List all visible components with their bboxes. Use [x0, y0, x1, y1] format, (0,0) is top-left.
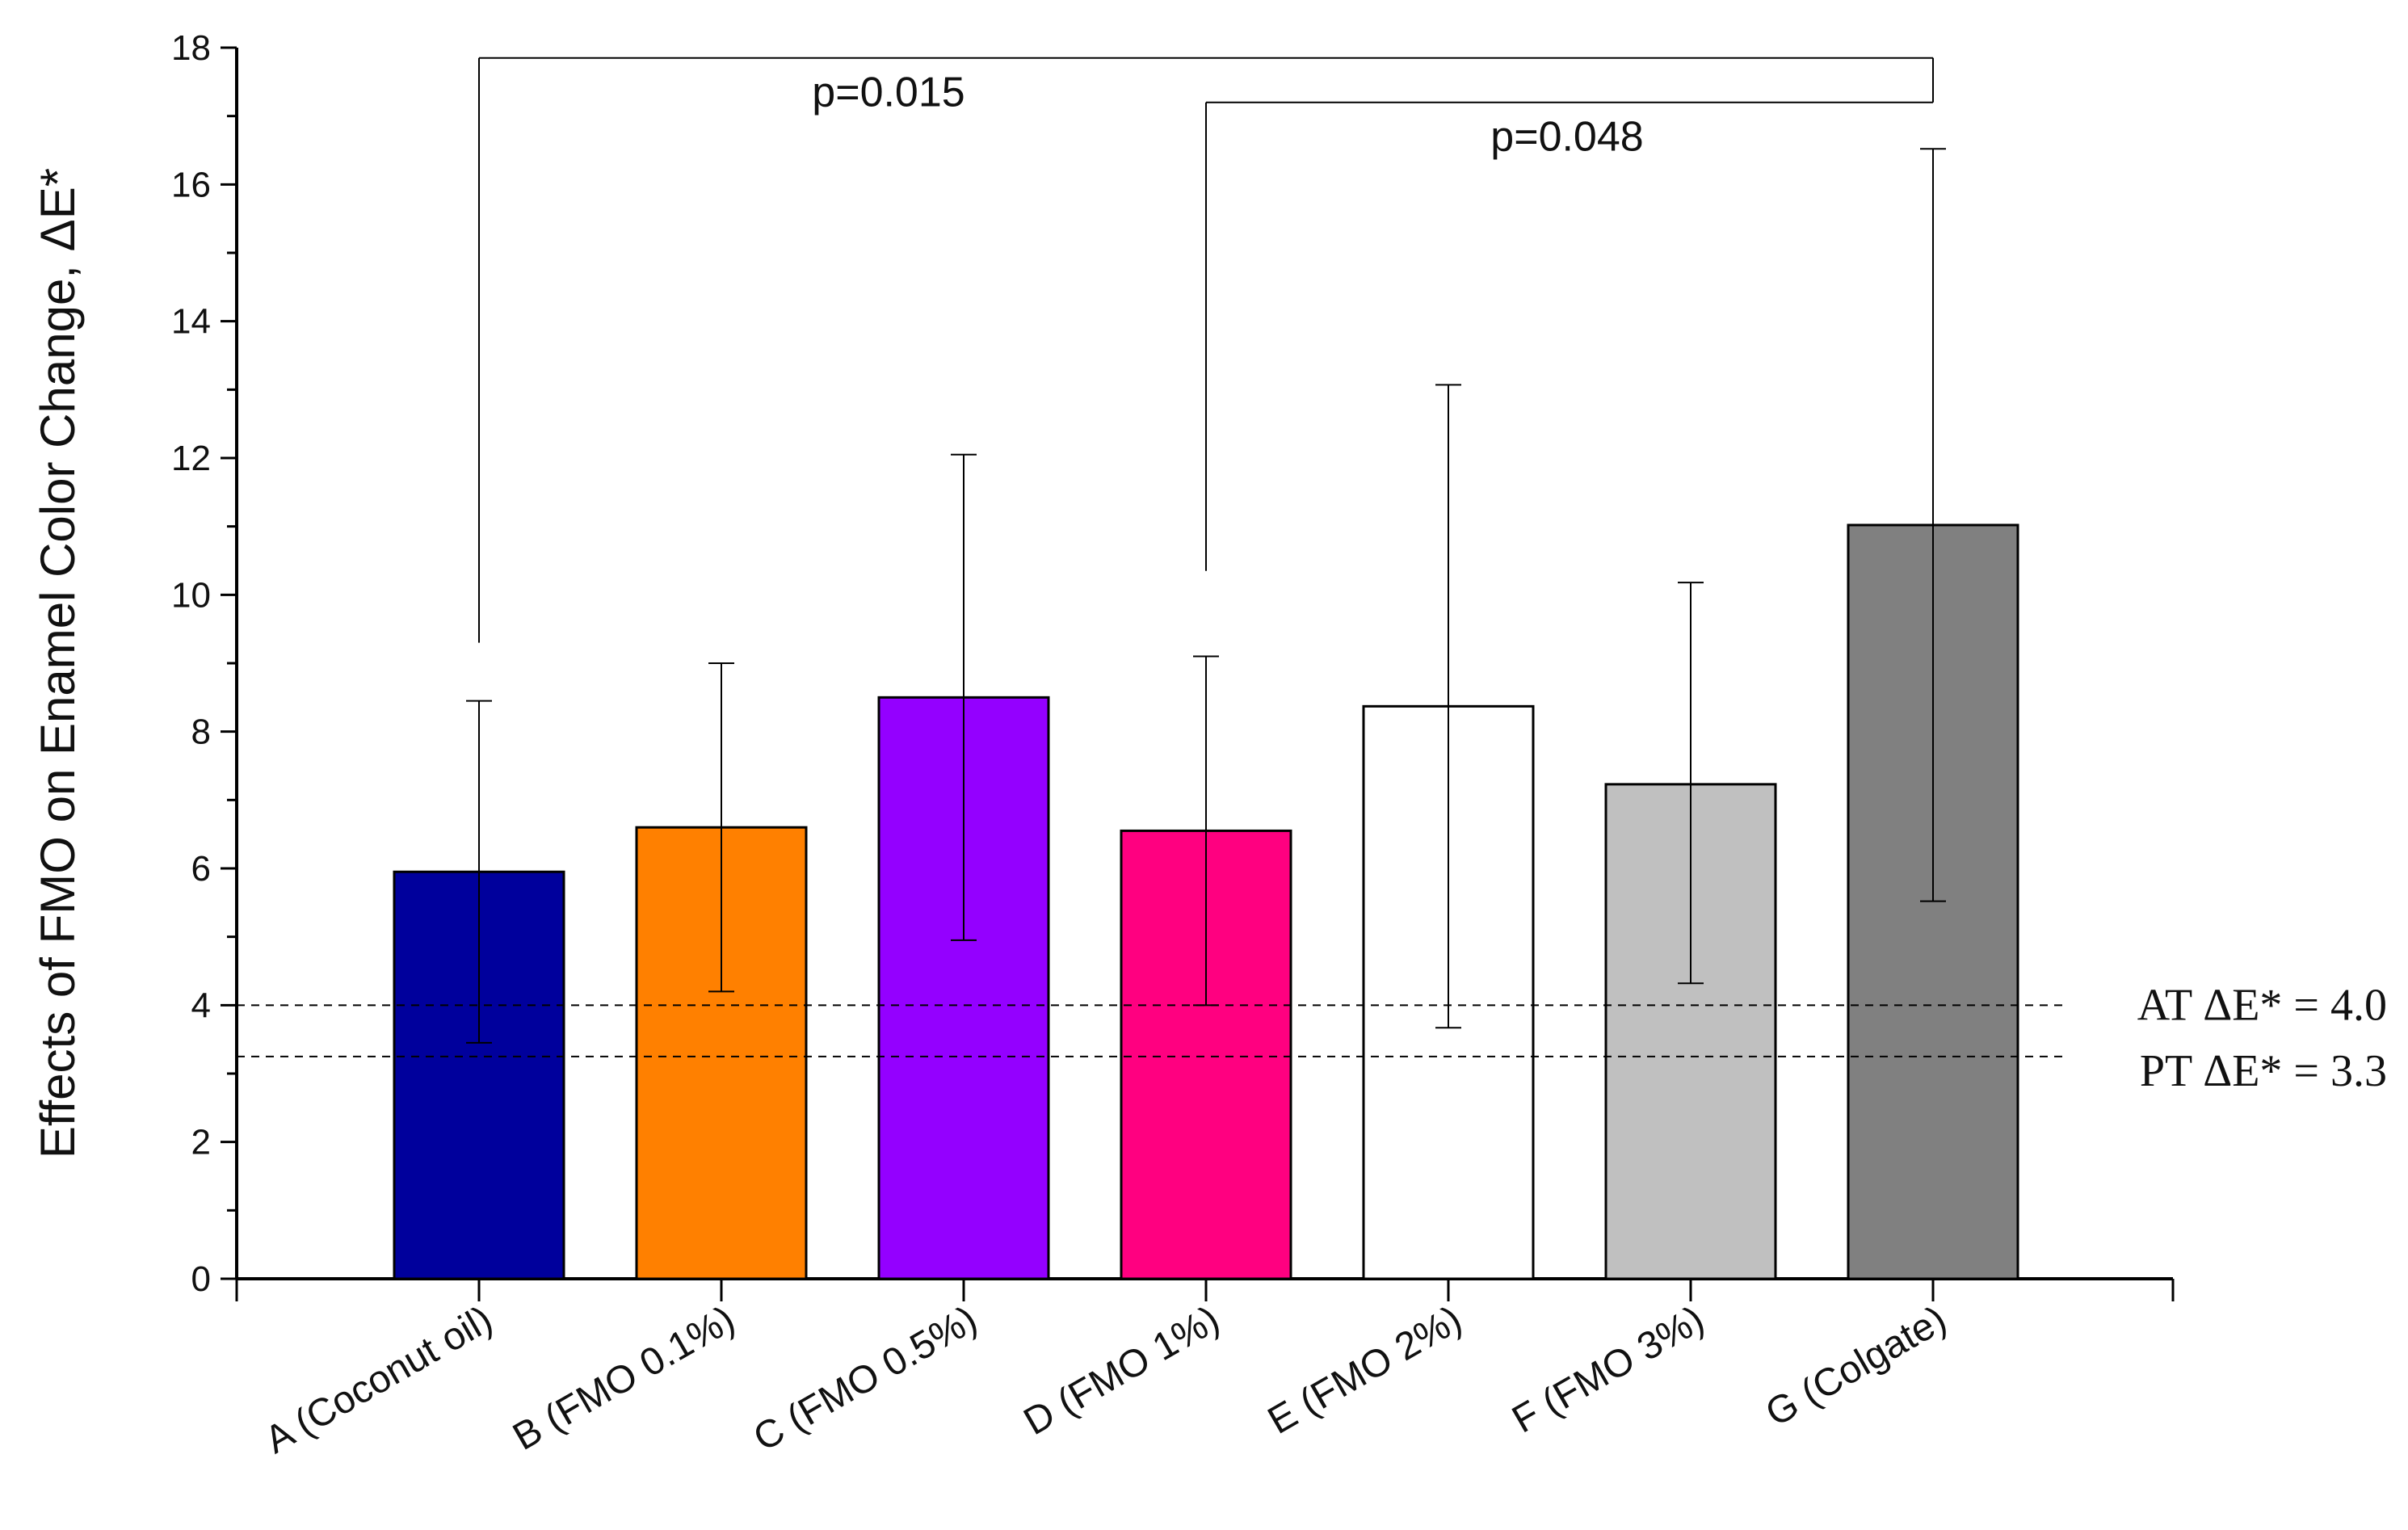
- y-tick-label: 0: [191, 1259, 211, 1299]
- category-label: E (FMO 2%): [1261, 1298, 1469, 1443]
- y-axis-title: Effects of FMO on Enamel Color Change, Δ…: [31, 168, 85, 1158]
- y-tick-label: 12: [171, 439, 211, 478]
- significance-brackets: [478, 57, 1934, 643]
- p-value-label: p=0.015: [812, 69, 964, 116]
- y-tick-label: 6: [191, 849, 211, 889]
- category-label: B (FMO 0.1%): [506, 1298, 742, 1459]
- p-value-label: p=0.048: [1490, 114, 1643, 161]
- reference-line-label: AT ΔE* = 4.0: [2137, 980, 2387, 1030]
- category-label: A (Coconut oil): [258, 1298, 499, 1462]
- bars: [393, 523, 2019, 1280]
- error-bars: [466, 148, 1946, 1044]
- y-tick-label: 14: [171, 302, 211, 342]
- y-tick-label: 10: [171, 575, 211, 615]
- category-label: F (FMO 3%): [1505, 1298, 1711, 1442]
- y-tick-label: 2: [191, 1123, 211, 1162]
- y-tick-label: 16: [171, 165, 211, 204]
- category-label: D (FMO 1%): [1017, 1298, 1227, 1444]
- reference-line-label: PT ΔE* = 3.3: [2140, 1046, 2387, 1096]
- category-label: G (Colgate): [1759, 1298, 1953, 1435]
- y-tick-label: 8: [191, 712, 211, 752]
- y-tick-label: 18: [171, 28, 211, 68]
- y-tick-label: 4: [191, 986, 211, 1025]
- category-label: C (FMO 0.5%): [746, 1298, 984, 1461]
